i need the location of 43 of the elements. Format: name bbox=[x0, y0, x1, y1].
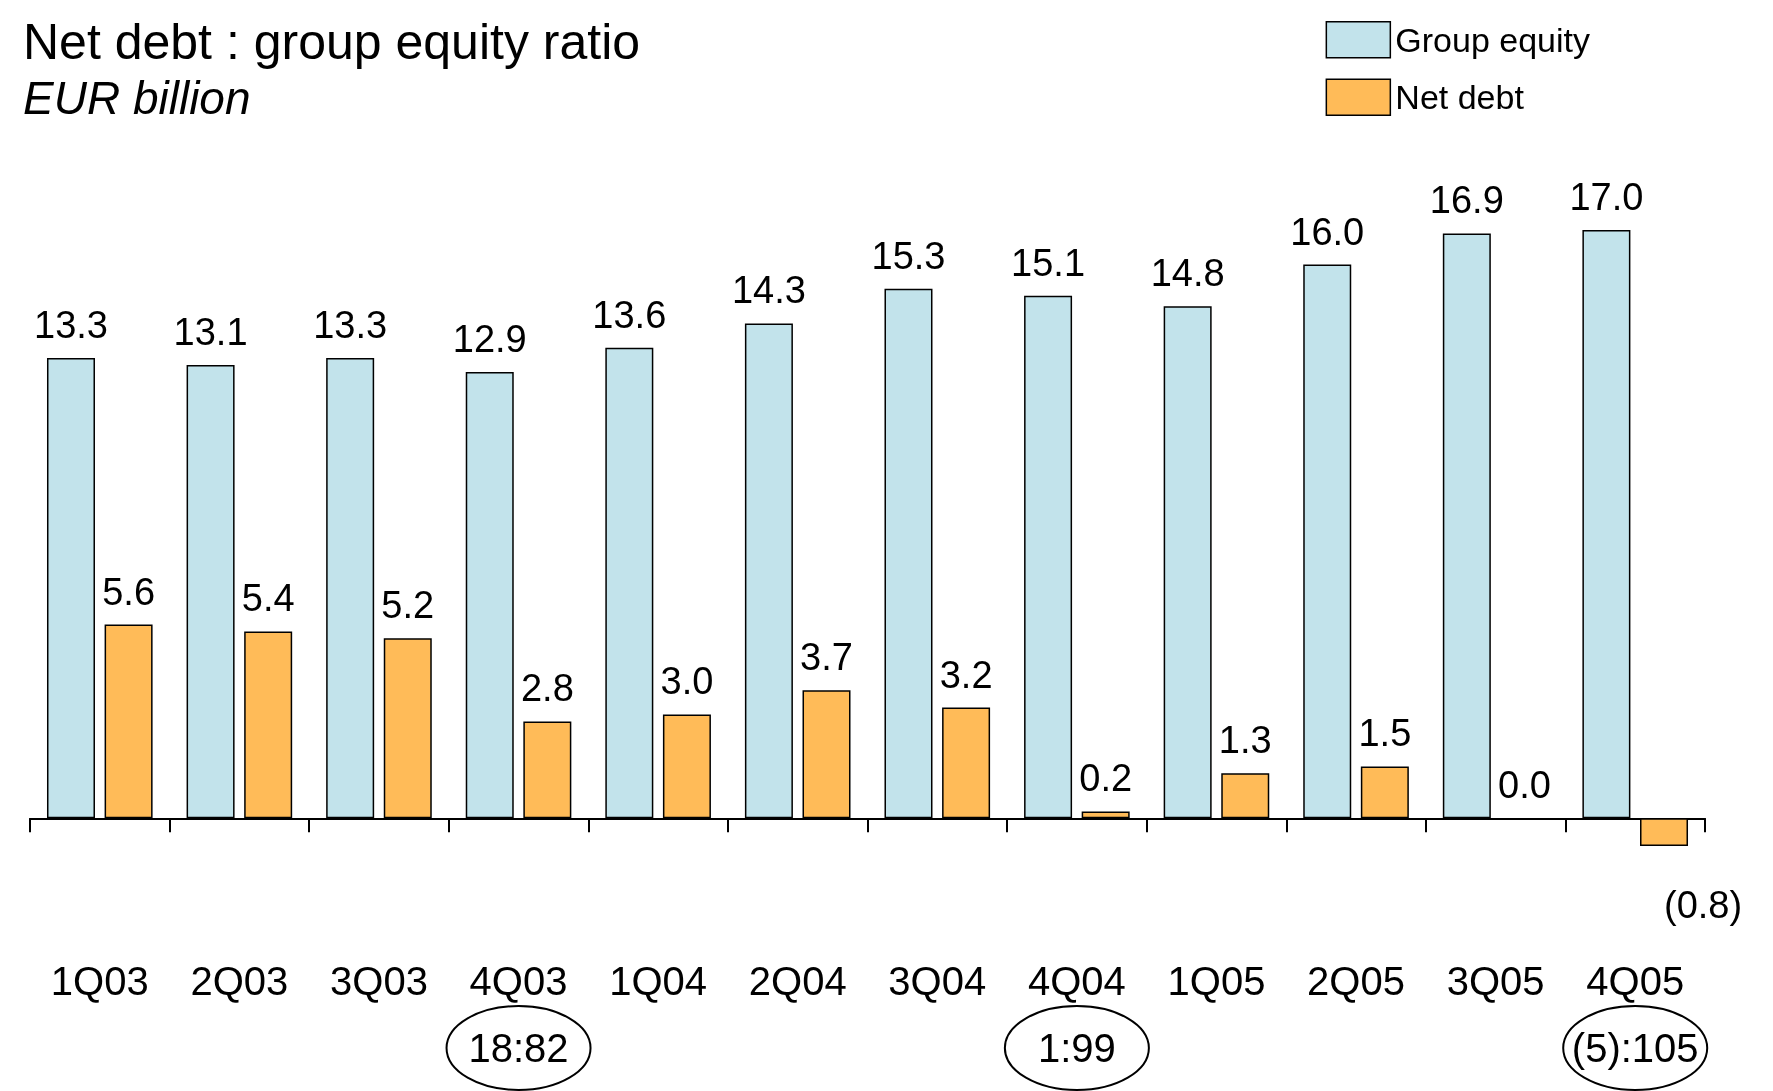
x-tick-label: 1Q03 bbox=[50, 959, 149, 1003]
data-label: 15.3 bbox=[871, 234, 946, 277]
data-label: 16.0 bbox=[1290, 210, 1365, 253]
data-label: 3.2 bbox=[939, 653, 993, 696]
data-label: 17.0 bbox=[1569, 176, 1644, 218]
data-label: 5.2 bbox=[381, 584, 435, 627]
x-tick-label: 1Q04 bbox=[609, 959, 708, 1003]
chart-title: Net debt : group equity ratio bbox=[23, 14, 641, 70]
x-tick-label: 4Q03 bbox=[469, 959, 568, 1003]
data-label: 5.4 bbox=[241, 577, 295, 620]
x-tick-label: 2Q03 bbox=[190, 959, 289, 1003]
text: 18:82 bbox=[468, 1026, 569, 1070]
data-label: 14.3 bbox=[731, 269, 806, 312]
x-tick-label: 2Q05 bbox=[1307, 959, 1405, 1003]
x-tick-label: 3Q04 bbox=[888, 959, 987, 1003]
data-label: 2.8 bbox=[520, 667, 574, 710]
data-label: 3.0 bbox=[660, 660, 714, 703]
x-tick-label: 4Q04 bbox=[1027, 959, 1126, 1003]
data-label: (0.8) bbox=[1664, 884, 1743, 926]
data-label: 0.0 bbox=[1498, 764, 1551, 807]
legend-label: Group equity bbox=[1395, 20, 1590, 59]
x-tick-label: 2Q04 bbox=[748, 959, 847, 1003]
data-label: 5.6 bbox=[102, 570, 156, 613]
data-label: 13.3 bbox=[313, 304, 388, 347]
data-label: 13.6 bbox=[592, 293, 667, 336]
data-label: 14.8 bbox=[1150, 252, 1225, 295]
data-label: 12.9 bbox=[452, 317, 527, 360]
x-tick-label: 3Q03 bbox=[330, 959, 428, 1003]
data-label: 0.2 bbox=[1079, 757, 1133, 800]
chart-subtitle: EUR billion bbox=[23, 72, 251, 124]
data-label: 1.3 bbox=[1218, 719, 1272, 762]
x-tick-label: 3Q05 bbox=[1446, 959, 1545, 1003]
data-label: 16.9 bbox=[1429, 179, 1504, 222]
text: (5):105 bbox=[1571, 1026, 1699, 1070]
x-tick-label: 1Q05 bbox=[1167, 959, 1266, 1003]
data-label: 3.7 bbox=[800, 636, 853, 679]
text: 1:99 bbox=[1037, 1026, 1116, 1070]
data-label: 15.1 bbox=[1011, 241, 1086, 284]
data-label: 1.5 bbox=[1358, 712, 1412, 755]
legend-label: Net debt bbox=[1395, 78, 1525, 117]
data-label: 13.3 bbox=[34, 304, 108, 347]
data-label: 13.1 bbox=[173, 310, 248, 353]
x-tick-label: 4Q05 bbox=[1586, 959, 1685, 1003]
